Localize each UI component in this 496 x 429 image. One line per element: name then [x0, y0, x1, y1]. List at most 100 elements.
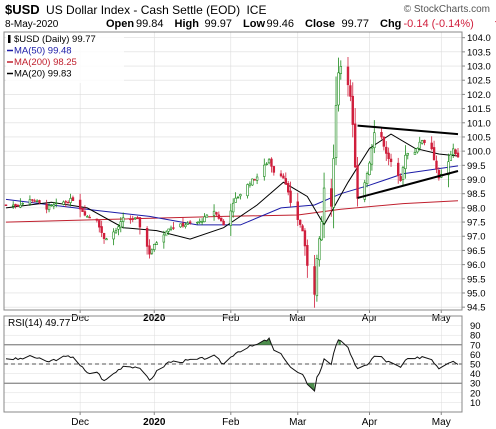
candle [169, 225, 173, 232]
candle-body [389, 158, 393, 163]
candle [100, 220, 103, 238]
rsi-y-tick-label: 40 [470, 369, 481, 380]
candle [332, 144, 335, 229]
candle-body [265, 163, 268, 166]
candle [112, 228, 115, 246]
candle-body [363, 182, 366, 200]
candle-body [222, 220, 225, 226]
candle-body [401, 167, 405, 180]
candle [4, 204, 8, 207]
candle [435, 155, 438, 174]
candle-body [100, 226, 103, 233]
candle-body [351, 95, 354, 125]
trendline [357, 170, 459, 199]
legend-entry: MA(50) 99.48 [14, 46, 72, 57]
candle [153, 243, 156, 252]
candle [404, 145, 407, 179]
candle-body [267, 159, 271, 164]
candle-body [50, 204, 53, 207]
candle [35, 199, 39, 203]
candle-body [356, 165, 359, 199]
candle [346, 57, 350, 97]
candle [215, 211, 218, 217]
candle-body [382, 136, 386, 147]
candle-body [418, 141, 421, 149]
ohlc-label: Chg [380, 18, 401, 30]
candle-body [404, 154, 407, 169]
rsi-y-tick-label: 10 [470, 398, 481, 409]
candle-body [45, 203, 48, 210]
candle-body [83, 211, 87, 216]
candle-body [133, 217, 137, 220]
candle-body [449, 154, 453, 161]
candle-body [117, 226, 120, 230]
candle-body [11, 204, 15, 207]
candle [64, 200, 67, 207]
candle-body [145, 228, 149, 247]
candle-body [112, 231, 115, 240]
candle-body [296, 201, 299, 220]
candle [322, 172, 326, 239]
rsi-y-tick-label: 20 [470, 388, 481, 399]
candle [373, 120, 376, 154]
candle-body [179, 223, 182, 228]
chart-title: $USD US Dollar Index - Cash Settle (EOD)… [5, 2, 266, 17]
candle [184, 222, 187, 229]
rsi-y-tick-label: 60 [470, 350, 481, 361]
candle-body [119, 221, 122, 228]
rsi-x-tick-label: Apr [362, 417, 378, 428]
rsi-y-tick-label: 70 [470, 340, 481, 351]
candle-body [298, 219, 302, 225]
candle-body [153, 244, 156, 250]
price-y-tick-label: 95.5 [467, 274, 486, 285]
candle [69, 193, 72, 207]
candle [133, 217, 137, 220]
candle-body [52, 204, 56, 207]
candle [150, 248, 154, 255]
candle [239, 193, 242, 200]
candle [196, 221, 199, 225]
candle-body [28, 199, 32, 205]
candle-body [47, 205, 51, 211]
rsi-legend: RSI(14) 49.77 [8, 318, 71, 329]
candle [248, 181, 252, 188]
price-y-tick-label: 96.0 [467, 260, 486, 271]
price-y-tick-label: 102.5 [467, 76, 491, 87]
candle-body [236, 196, 240, 199]
candle-body [287, 183, 290, 193]
candle-body [306, 245, 309, 266]
legend-entry: MA(20) 99.83 [14, 69, 72, 80]
rsi-y-tick-label: 30 [470, 379, 481, 390]
candle-body [162, 234, 166, 243]
candle [114, 227, 118, 235]
candle [231, 198, 235, 218]
candle [11, 201, 15, 209]
trendline [357, 124, 459, 136]
candle [81, 207, 84, 212]
candle [272, 165, 276, 176]
candle [368, 161, 371, 176]
candle-body [301, 225, 304, 232]
candle [136, 215, 139, 219]
candle [155, 241, 158, 245]
candle-body [246, 184, 249, 197]
rsi-overbought-fill [338, 339, 341, 345]
candle-body [322, 187, 326, 224]
candle [313, 255, 316, 308]
trendlines [357, 124, 459, 199]
rsi-x-tick-label: Mar [289, 417, 307, 428]
price-y-tick-label: 103.0 [467, 62, 491, 73]
ma20-line [5, 133, 459, 240]
price-y-tick-label: 104.0 [467, 33, 491, 44]
candle [121, 212, 125, 229]
candle-body [105, 238, 108, 241]
candle [165, 230, 168, 236]
exchange-name: ICE [246, 3, 266, 17]
candle-body [332, 158, 335, 208]
candle-body [88, 216, 91, 219]
candle-body [16, 204, 20, 207]
candle [432, 140, 436, 161]
price-y-tick-label: 97.5 [467, 218, 486, 229]
price-panel: 94.5 95.0 95.5 96.0 96.5 97.0 97.5 98.0 98.5 99.0… [3, 31, 491, 314]
